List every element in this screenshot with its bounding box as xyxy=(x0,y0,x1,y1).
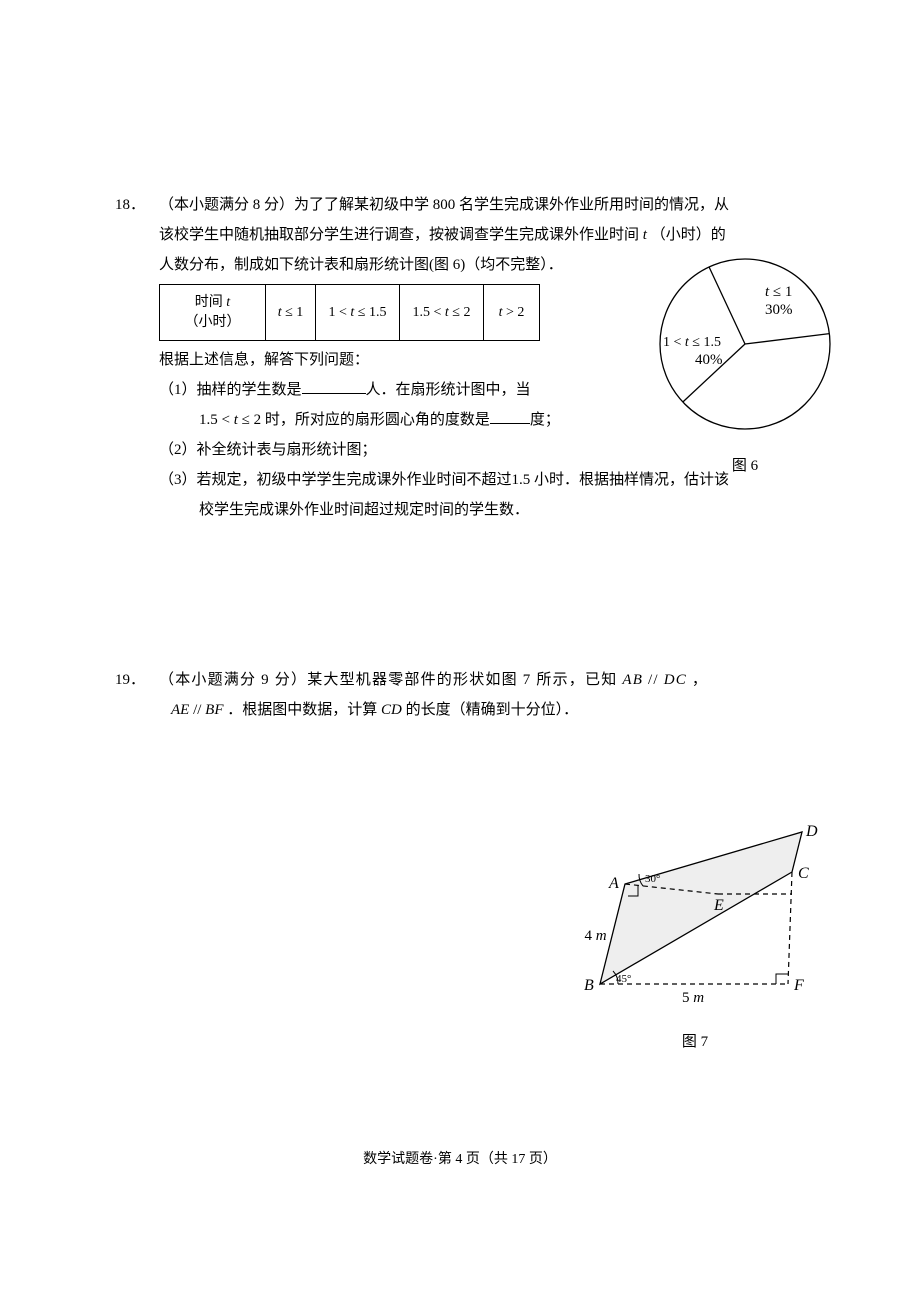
svg-text:1 < t ≤ 1.5: 1 < t ≤ 1.5 xyxy=(663,335,721,350)
geometry-diagram: A B C D E F 30° 45° 4 m 5 m xyxy=(570,814,820,1014)
exam-page: 18．（本小题满分 8 分）为了了解某初级中学 800 名学生完成课外作业所用时… xyxy=(0,0,920,1302)
table-cell: 时间 t （小时） xyxy=(160,285,266,341)
figure-caption: 图 7 xyxy=(570,1027,820,1057)
problem-text-line: AE // BF ．根据图中数据，计算 CD 的长度（精确到十分位）． xyxy=(171,695,805,725)
answer-blank xyxy=(490,408,530,424)
svg-text:30%: 30% xyxy=(765,302,793,318)
page-footer: 数学试题卷·第 4 页（共 17 页） xyxy=(0,1146,920,1174)
frequency-table: 时间 t （小时） t ≤ 1 1 < t ≤ 1.5 1.5 < t ≤ 2 … xyxy=(159,284,540,341)
text: 人．在扇形统计图中，当 xyxy=(366,382,531,398)
svg-text:B: B xyxy=(584,977,594,994)
subquestion-3-cont: 校学生完成课外作业时间超过规定时间的学生数． xyxy=(199,495,805,525)
svg-text:F: F xyxy=(793,977,804,994)
svg-text:5 m: 5 m xyxy=(682,990,704,1006)
problem-text-line: （本小题满分 8 分）为了了解某初级中学 800 名学生完成课外作业所用时间的情… xyxy=(159,190,799,220)
table-cell: t ≤ 1 xyxy=(266,285,316,341)
problem-number: 19． xyxy=(115,665,159,695)
figure-7: A B C D E F 30° 45° 4 m 5 m 图 7 xyxy=(570,814,820,1057)
svg-text:C: C xyxy=(798,865,809,882)
problem-text-line: （本小题满分 9 分）某大型机器零部件的形状如图 7 所示，已知 AB // D… xyxy=(159,665,799,695)
svg-text:4 m: 4 m xyxy=(585,928,607,944)
figure-caption: 图 6 xyxy=(635,451,855,481)
text: 该校学生中随机抽取部分学生进行调查，按被调查学生完成课外作业时间 t （小时）的 xyxy=(159,227,726,243)
table-cell: 1.5 < t ≤ 2 xyxy=(400,285,484,341)
pie-chart: t ≤ 1 30% 1 < t ≤ 1.5 40% xyxy=(645,256,845,436)
svg-text:E: E xyxy=(713,897,724,914)
svg-text:40%: 40% xyxy=(695,352,723,368)
problem-text-line: 该校学生中随机抽取部分学生进行调查，按被调查学生完成课外作业时间 t （小时）的 xyxy=(159,220,805,250)
text: 1.5 < t ≤ 2 时，所对应的扇形圆心角的度数是 xyxy=(199,412,490,428)
svg-text:t ≤ 1: t ≤ 1 xyxy=(765,284,792,300)
text: （1）抽样的学生数是 xyxy=(159,382,302,398)
table-cell: t > 2 xyxy=(484,285,540,341)
svg-text:45°: 45° xyxy=(616,973,631,985)
figure-6: t ≤ 1 30% 1 < t ≤ 1.5 40% 图 6 xyxy=(635,256,855,481)
svg-text:D: D xyxy=(805,823,818,840)
problem-number: 18． xyxy=(115,190,159,220)
svg-text:30°: 30° xyxy=(645,873,660,885)
problem-19: 19．（本小题满分 9 分）某大型机器零部件的形状如图 7 所示，已知 AB /… xyxy=(115,665,805,725)
svg-text:A: A xyxy=(608,875,619,892)
text: 度； xyxy=(530,412,560,428)
answer-blank xyxy=(302,378,366,394)
table-cell: 1 < t ≤ 1.5 xyxy=(316,285,400,341)
table-row: 时间 t （小时） t ≤ 1 1 < t ≤ 1.5 1.5 < t ≤ 2 … xyxy=(160,285,540,341)
